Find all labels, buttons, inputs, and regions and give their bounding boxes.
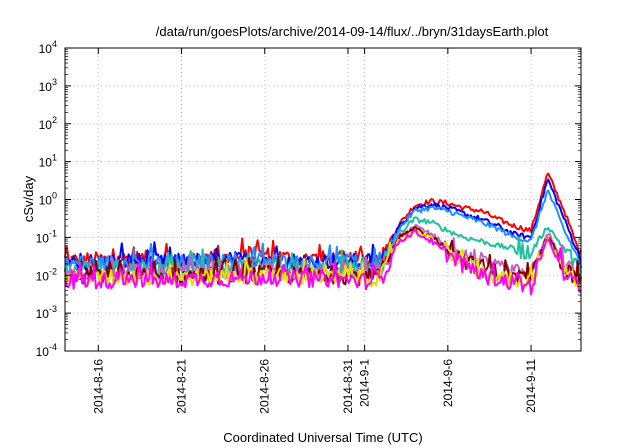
grid: [65, 48, 581, 351]
y-axis-label: cSv/day: [21, 175, 36, 222]
x-axis-label: Coordinated Universal Time (UTC): [223, 430, 422, 445]
x-tick-label: 2014-9-1: [358, 359, 372, 407]
y-tick-label: 10-1: [36, 228, 57, 245]
x-tick-label: 2014-8-21: [175, 359, 189, 414]
y-tick-label: 101: [39, 153, 57, 170]
x-tick-label: 2014-8-16: [91, 359, 105, 414]
y-tick-label: 103: [39, 77, 57, 94]
x-tick-label: 2014-9-6: [441, 359, 455, 407]
x-tick-label: 2014-8-26: [258, 359, 272, 414]
x-tick-label: 2014-9-11: [524, 359, 538, 413]
x-tick-label: 2014-8-31: [341, 359, 355, 414]
y-tick-label: 10-3: [36, 304, 57, 321]
series-line-0: [64, 172, 582, 270]
chart-title: /data/run/goesPlots/archive/2014-09-14/f…: [156, 24, 549, 39]
y-tick-label: 100: [39, 191, 57, 208]
y-tick-label: 10-4: [36, 342, 57, 359]
y-tick-label: 104: [39, 39, 57, 56]
series-line-7: [64, 229, 582, 296]
y-tick-label: 102: [39, 115, 57, 132]
series-layer: [64, 172, 582, 296]
y-tick-label: 10-2: [36, 266, 57, 283]
y-axis: 10-4 10-3 10-2 10-1 100 101 102 103 104: [36, 39, 581, 359]
x-axis: 2014-8-16 2014-8-21 2014-8-26 2014-8-31 2014…: [91, 48, 538, 414]
